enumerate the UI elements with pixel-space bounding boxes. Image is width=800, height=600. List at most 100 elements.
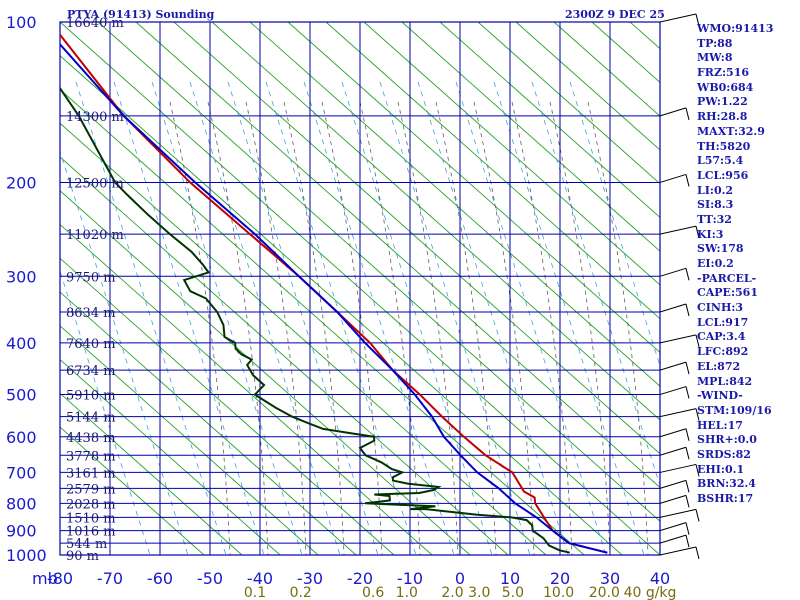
mixing-ratio-label: 3.0: [468, 585, 490, 600]
mixing-ratio-label: 20.0: [589, 585, 620, 600]
index-value: L57:5.4: [697, 154, 744, 168]
index-value: LCL:917: [697, 315, 749, 329]
dry-adiabat-line: [60, 55, 623, 555]
dry-adiabat-line: [477, 22, 660, 185]
mixing-ratio-label: 0.2: [290, 585, 312, 600]
wind-barb-flag: [685, 268, 690, 281]
x-tick-label: 30: [600, 569, 620, 588]
dry-adiabat-line: [173, 22, 660, 455]
mixing-ratio-line: [417, 81, 569, 555]
mixing-ratio-label: 5.0: [502, 585, 524, 600]
wind-barb-flag: [685, 480, 690, 493]
index-value: LCL:956: [697, 168, 749, 182]
dry-adiabat-line: [60, 122, 547, 555]
mixing-ratio-label: 2.0: [441, 585, 463, 600]
moist-adiabat-line: [321, 101, 383, 555]
wind-barb: [659, 386, 687, 396]
index-value: TT:32: [697, 212, 732, 226]
height-label: 90 m: [66, 549, 99, 564]
mixing-ratio-line: [531, 81, 660, 487]
index-value: STM:109/16: [697, 403, 772, 417]
wind-barb-flag: [695, 509, 700, 522]
dry-adiabat-line: [60, 190, 471, 555]
index-value: MPL:842: [697, 374, 753, 388]
moist-adiabat-line: [207, 101, 269, 555]
dry-adiabat-line: [553, 22, 660, 117]
wind-barb: [659, 479, 687, 489]
height-label: 2028 m: [66, 497, 116, 512]
height-label: 4438 m: [66, 431, 116, 446]
mixing-ratio-line: [379, 81, 531, 555]
index-value: -WIND-: [697, 389, 743, 403]
moist-adiabat-line: [473, 101, 535, 555]
x-tick-label: -80: [47, 569, 73, 588]
moist-adiabat-line: [283, 101, 345, 555]
wind-barb: [659, 494, 687, 504]
height-label: 2579 m: [66, 482, 116, 497]
index-value: EI:0.2: [697, 257, 734, 270]
mixing-ratio-lines: [60, 81, 660, 555]
indices-list: WMO:91413 TP:88 MW:8 FRZ:516 WB0:684 PW:1.22 R…: [697, 22, 773, 507]
index-value: MAXT:32.9: [697, 124, 765, 138]
wind-barb-flag: [685, 522, 690, 535]
dry-adiabat-line: [401, 22, 660, 252]
index-value: CINH:3: [697, 301, 744, 315]
mixing-ratio-line: [303, 81, 455, 555]
moist-adiabat-line: [245, 101, 307, 555]
x-tick-label: -30: [297, 569, 323, 588]
x-tick-label: 20: [550, 569, 570, 588]
pressure-tick-label: 500: [6, 386, 37, 405]
mixing-ratio-line: [151, 81, 303, 555]
index-value: LFC:892: [697, 345, 749, 359]
height-label: 1510 m: [66, 511, 116, 526]
wind-barb: [659, 334, 697, 344]
index-value: HEL:17: [697, 418, 743, 432]
dry-adiabat-line: [60, 358, 281, 555]
mixing-ratio-line: [265, 81, 417, 555]
wind-barb: [659, 522, 687, 532]
wind-barb-flag: [695, 546, 700, 560]
mixing-ratio-label: 10.0: [543, 585, 574, 600]
moist-adiabat-line: [587, 101, 649, 555]
dry-adiabat-line: [60, 426, 205, 555]
pressure-tick-label: 700: [6, 463, 37, 482]
index-value: EHI:0.1: [697, 462, 745, 476]
height-label: 14300 m: [66, 110, 124, 125]
height-label: 3778 m: [66, 449, 116, 464]
series-line: [60, 33, 608, 554]
moist-adiabat-line: [397, 101, 459, 555]
dry-adiabat-line: [249, 22, 660, 387]
wind-barb-flag: [685, 447, 690, 460]
height-label: 3161 m: [66, 466, 116, 481]
dry-adiabat-line: [363, 22, 660, 286]
mixing-ratio-line: [60, 269, 151, 555]
index-value: CAPE:561: [697, 286, 758, 300]
wind-barb: [659, 13, 697, 23]
pressure-tick-label: 100: [6, 13, 37, 32]
x-tick-label: 10: [500, 569, 520, 588]
index-value: PW:1.22: [697, 95, 748, 109]
dry-adiabat-line: [60, 257, 395, 555]
index-value: RH:28.8: [697, 110, 748, 124]
moist-adiabat-line: [511, 101, 573, 555]
wind-barb-flag: [685, 428, 690, 441]
pressure-tick-label: 800: [6, 494, 37, 513]
index-value: FRZ:516: [697, 66, 750, 80]
wind-barb: [659, 267, 687, 277]
x-tick-label: -50: [197, 569, 223, 588]
wind-barb-flag: [685, 535, 690, 548]
index-value: WB0:684: [697, 80, 754, 94]
mixing-ratio-label: 0.6: [362, 585, 384, 600]
dry-adiabat-line: [60, 291, 357, 555]
wind-barb: [659, 107, 687, 117]
index-value: SRDS:82: [697, 447, 751, 461]
mixing-ratio-line: [189, 81, 341, 555]
wind-barb: [659, 446, 687, 456]
mixing-ratio-line: [60, 150, 189, 555]
moist-adiabat-line: [549, 101, 611, 555]
pressure-tick-label: 900: [6, 522, 37, 541]
moist-adiabat-line: [359, 101, 421, 555]
height-label: 8634 m: [66, 306, 116, 321]
